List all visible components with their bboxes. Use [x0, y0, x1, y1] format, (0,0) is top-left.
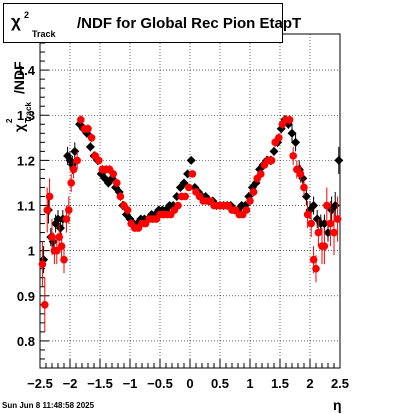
y-tick-label: 1.4 — [17, 63, 36, 78]
data-point-red — [38, 260, 47, 268]
data-point-red — [307, 219, 316, 228]
x-tick-label: −1.5 — [87, 376, 113, 391]
data-point-black — [85, 142, 95, 152]
data-point-red — [303, 210, 312, 219]
data-point-red — [242, 206, 251, 214]
data-point-red — [249, 188, 258, 196]
chart-title: χ 2 Track /NDF for Global Rec Pion EtapT — [3, 3, 301, 43]
x-tick-label: 2 — [306, 376, 313, 391]
x-tick-label: −2 — [63, 376, 78, 391]
x-tick-label: 1.5 — [271, 376, 289, 391]
x-tick-label: 0.5 — [211, 376, 229, 391]
data-point-red — [84, 124, 92, 133]
data-point-black — [334, 155, 344, 165]
title-chi: χ — [11, 12, 21, 31]
data-point-red — [95, 156, 103, 165]
y-axis-label: χ 2 Track /NDF — [5, 61, 33, 132]
data-point-red — [73, 156, 81, 165]
x-tick-label: −0.5 — [147, 376, 173, 391]
data-point-red — [257, 170, 265, 178]
y-label-rest: /NDF — [11, 61, 27, 94]
x-tick-label: 2.5 — [331, 376, 349, 391]
plot-frame — [39, 33, 341, 369]
data-point-red — [181, 192, 189, 201]
data-point-red — [330, 228, 338, 237]
data-point-red — [60, 255, 68, 264]
data-point-red — [174, 201, 182, 210]
data-point-red — [109, 170, 117, 178]
data-point-red — [45, 192, 54, 201]
x-tick-label: 0 — [186, 376, 193, 391]
data-point-red — [185, 183, 193, 192]
data-point-red — [289, 152, 298, 160]
y-tick-label: 0.8 — [17, 334, 35, 349]
data-point-black — [309, 201, 319, 211]
data-point-black — [186, 155, 196, 165]
x-tick-label: −2.5 — [27, 376, 53, 391]
data-point-red — [69, 165, 78, 174]
y-tick-label: 0.9 — [17, 289, 35, 304]
x-axis-label: η — [333, 397, 342, 413]
data-point-black — [291, 137, 301, 147]
y-tick-label: 1.2 — [17, 153, 35, 168]
data-point-red — [188, 170, 197, 178]
y-label-sup: 2 — [5, 118, 14, 123]
data-point-red — [323, 201, 331, 210]
title-sup: 2 — [24, 10, 30, 20]
data-point-black — [269, 146, 279, 156]
data-points — [38, 115, 344, 332]
timestamp: Sun Jun 8 11:48:58 2025 — [2, 401, 95, 410]
data-point-red — [113, 179, 121, 187]
data-point-red — [77, 115, 85, 124]
data-point-red — [267, 156, 276, 165]
data-point-red — [312, 264, 320, 273]
data-point-red — [275, 134, 283, 142]
y-tick-label: 1.3 — [17, 108, 35, 123]
data-point-red — [41, 301, 49, 309]
data-point-red — [67, 179, 75, 187]
data-point-red — [320, 242, 329, 250]
data-point-red — [300, 183, 308, 192]
data-point-red — [285, 115, 294, 124]
data-point-red — [326, 219, 335, 228]
data-point-red — [116, 192, 125, 201]
data-point-red — [333, 215, 342, 223]
data-point-black — [287, 128, 297, 138]
data-point-red — [296, 170, 305, 178]
data-point-red — [246, 197, 254, 205]
data-point-red — [53, 246, 61, 255]
data-point-red — [123, 206, 132, 214]
y-label-chi: χ — [11, 124, 27, 132]
title-text: /NDF for Global Rec Pion EtapT — [77, 15, 302, 32]
data-point-red — [314, 228, 323, 237]
y-tick-label: 1 — [28, 244, 35, 259]
data-point-red — [87, 134, 96, 142]
x-tick-label: 1 — [246, 376, 253, 391]
y-tick-label: 1.1 — [17, 199, 35, 214]
x-tick-label: −1 — [123, 376, 138, 391]
y-label-sub: Track — [24, 102, 33, 123]
title-sub: Track — [32, 29, 56, 39]
data-point-red — [65, 206, 73, 214]
